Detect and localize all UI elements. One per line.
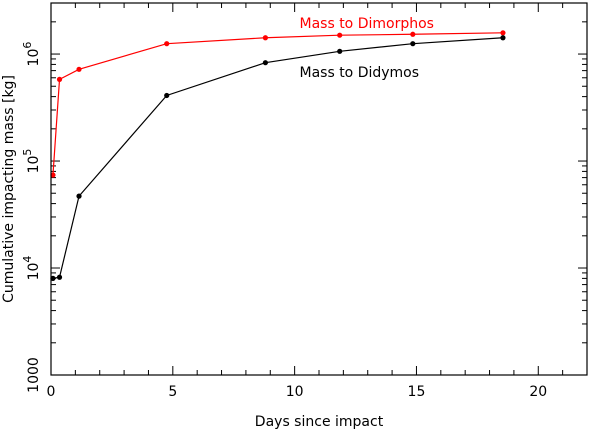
y-tick-label: 105 — [21, 149, 42, 174]
data-point — [500, 35, 506, 41]
y-tick-label: 106 — [21, 42, 42, 67]
x-tick-label: 20 — [529, 384, 547, 400]
plot-frame — [50, 2, 588, 376]
y-tick-label-base: 10 — [26, 156, 42, 174]
data-point — [50, 172, 56, 178]
y-axis-title-main: Cumulative impacting mass — [1, 103, 17, 303]
x-tick-label: 0 — [47, 384, 56, 400]
series-label-didymos: Mass to Didymos — [300, 65, 420, 81]
y-axis-title-unit: [kg] — [1, 75, 17, 103]
series-label-dimorphos: Mass to Dimorphos — [300, 16, 434, 32]
data-point — [76, 66, 82, 72]
data-point — [337, 48, 343, 54]
y-tick-label-base: 10 — [26, 263, 42, 281]
series-line-0 — [52, 32, 503, 176]
y-axis-title: Cumulative impacting mass [kg] — [1, 75, 17, 303]
series-layer — [50, 30, 506, 281]
data-point — [56, 274, 63, 280]
y-tick-label-base: 1000 — [26, 357, 42, 393]
y-tick-label-base: 10 — [26, 49, 42, 67]
y-tick-label-exponent: 6 — [21, 42, 34, 49]
data-point — [262, 35, 268, 41]
data-point — [50, 275, 56, 281]
data-point — [410, 31, 416, 37]
data-point — [337, 32, 343, 38]
data-point — [500, 30, 506, 36]
x-tick-label: 15 — [408, 384, 426, 400]
y-tick-label: 104 — [21, 256, 42, 281]
x-tick-label: 5 — [168, 384, 177, 400]
data-point — [56, 76, 63, 82]
data-point — [410, 41, 416, 47]
data-point — [164, 92, 170, 99]
data-point — [164, 41, 170, 47]
data-point — [262, 60, 268, 66]
series-line-1 — [52, 37, 503, 279]
y-tick-label-exponent: 4 — [21, 256, 34, 263]
x-tick-label: 10 — [286, 384, 304, 400]
data-point — [76, 193, 82, 199]
y-tick-label-exponent: 5 — [21, 149, 34, 156]
x-axis-title: Days since impact — [255, 414, 384, 430]
y-tick-label: 1000 — [26, 357, 42, 393]
